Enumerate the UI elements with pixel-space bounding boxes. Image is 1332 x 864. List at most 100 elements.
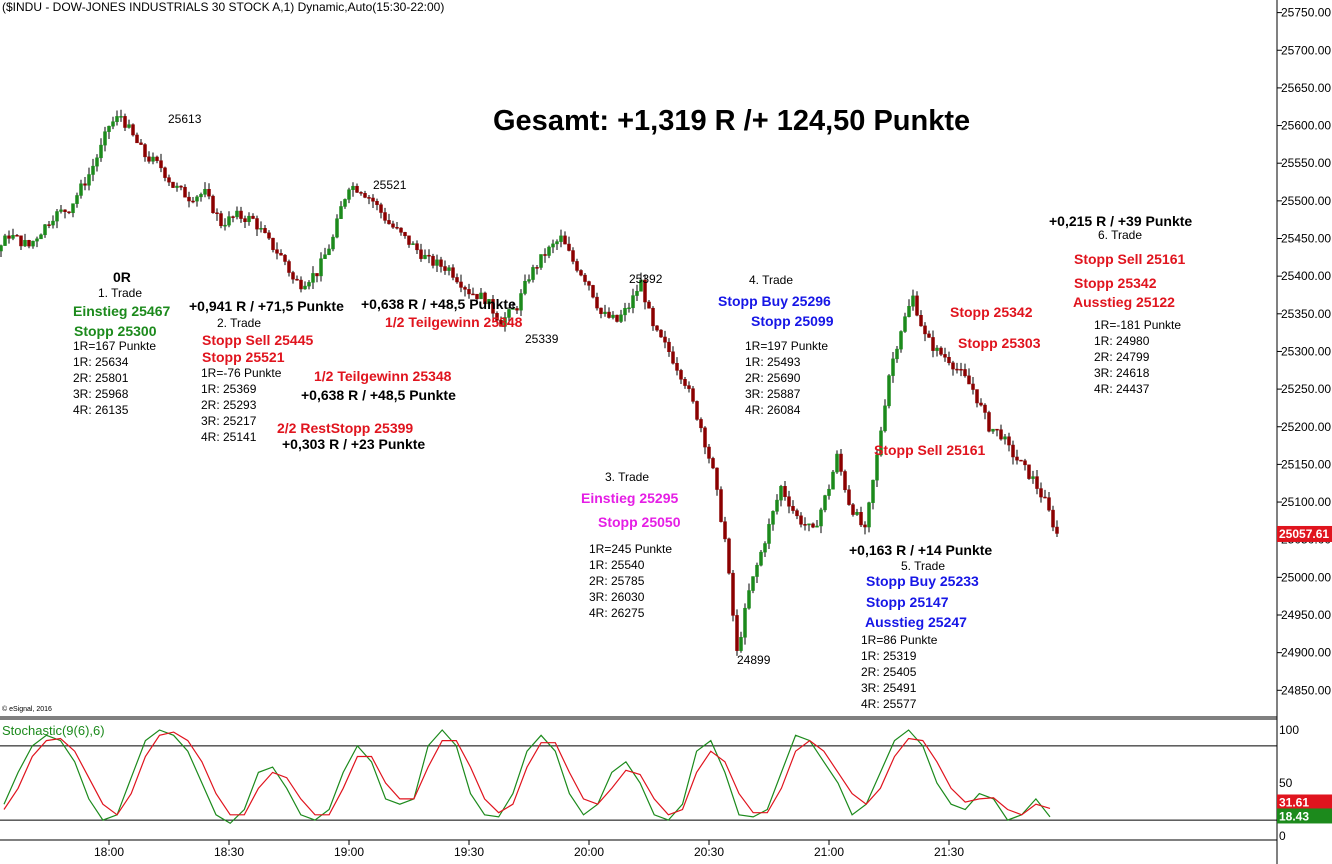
candle-body [263, 228, 267, 234]
candle-body [203, 188, 207, 195]
candle-body [979, 402, 983, 406]
candle-body [275, 249, 279, 254]
candle-body [851, 504, 855, 515]
candle-body [143, 144, 147, 158]
candle-body [511, 308, 515, 310]
candle-body [655, 325, 659, 331]
t5-levels: 1R=86 Punkte 1R: 25319 2R: 25405 3R: 254… [861, 632, 937, 712]
candle-body [387, 220, 391, 225]
candle-body [771, 511, 775, 525]
time-tick-label: 20:30 [694, 845, 724, 859]
candle-body [967, 375, 971, 385]
candle-body [207, 188, 211, 197]
candle-body [883, 405, 887, 432]
candle-body [559, 235, 563, 242]
time-tick-label: 21:30 [934, 845, 964, 859]
candle-body [95, 157, 99, 167]
candle-body [795, 510, 799, 517]
candle-body [211, 195, 215, 213]
candle-body [239, 210, 243, 219]
t2-stopp-sell: Stopp Sell 25445 [202, 332, 314, 348]
candle-body [0, 245, 3, 252]
price-tick-label: 25550.00 [1281, 156, 1331, 170]
price-tick-label: 25250.00 [1281, 382, 1331, 396]
candle-body [815, 525, 819, 528]
candle-body [959, 369, 963, 371]
candle-body [531, 267, 535, 280]
t6-stopp-sell: Stopp Sell 25161 [1074, 251, 1186, 267]
candle-body [1035, 476, 1039, 489]
candle-body [87, 174, 91, 186]
candle-body [1031, 476, 1035, 479]
candle-body [139, 142, 143, 145]
t2-rest-result: +0,303 R / +23 Punkte [282, 436, 426, 452]
time-tick-label: 21:00 [814, 845, 844, 859]
t2-teil1-result: +0,638 R / +48,5 Punkte [361, 296, 516, 312]
candle-body [843, 471, 847, 491]
candle-body [83, 183, 87, 186]
t2-level-0: 1R=-76 Punkte [201, 366, 282, 380]
t5-ausstieg: Ausstieg 25247 [865, 614, 967, 630]
candle-body [135, 134, 139, 144]
candle-body [747, 590, 751, 609]
candle-body [1023, 460, 1027, 466]
candle-body [651, 307, 655, 327]
candle-body [975, 389, 979, 404]
candle-body [19, 235, 23, 247]
t5-title: 5. Trade [901, 559, 946, 573]
swing-label-25392: 25392 [629, 272, 663, 286]
candle-body [775, 499, 779, 512]
candle-body [383, 212, 387, 221]
candle-body [939, 347, 943, 355]
candle-body [839, 453, 843, 472]
t1-result: +0,941 R / +71,5 Punkte [189, 298, 344, 314]
swing-label-24899: 24899 [737, 653, 771, 667]
candle-body [303, 285, 307, 290]
t4-level-1: 1R: 25493 [745, 355, 801, 369]
candle-body [195, 196, 199, 202]
time-tick-label: 20:00 [574, 845, 604, 859]
candles-group [0, 109, 1059, 656]
candle-body [243, 218, 247, 223]
candle-body [251, 215, 255, 219]
t2-level-2: 2R: 25293 [201, 398, 257, 412]
candle-body [543, 254, 547, 256]
candle-body [219, 213, 223, 227]
candle-body [343, 199, 347, 207]
candle-body [415, 243, 419, 251]
candle-body [79, 183, 83, 196]
t4-level-0: 1R=197 Punkte [745, 339, 829, 353]
candle-body [59, 209, 63, 212]
candle-body [359, 192, 363, 194]
candle-body [867, 502, 871, 528]
candle-body [295, 278, 299, 281]
candle-body [715, 467, 719, 490]
candle-body [443, 266, 447, 271]
candle-body [495, 313, 499, 321]
price-tick-label: 24900.00 [1281, 646, 1331, 660]
candle-body [519, 293, 523, 311]
candle-body [859, 512, 863, 526]
candle-body [699, 419, 703, 429]
copyright: © eSignal, 2016 [2, 706, 52, 713]
candle-body [419, 249, 423, 259]
candle-body [183, 186, 187, 198]
candle-body [287, 261, 291, 273]
candle-body [431, 255, 435, 266]
candle-body [1003, 436, 1007, 440]
candle-body [691, 388, 695, 402]
t2-level-1: 1R: 25369 [201, 382, 257, 396]
price-tick-label: 25300.00 [1281, 344, 1331, 358]
candle-body [755, 564, 759, 577]
candle-body [427, 254, 431, 257]
candle-body [675, 362, 679, 371]
chart-title: ($INDU - DOW-JONES INDUSTRIALS 30 STOCK … [2, 0, 445, 14]
candle-body [391, 223, 395, 228]
stochastic-group [3, 729, 1051, 825]
candle-body [895, 348, 899, 360]
candle-body [983, 404, 987, 413]
stoch-last-label: 31.61 [1279, 795, 1309, 809]
price-tick-label: 25100.00 [1281, 495, 1331, 509]
candle-body [503, 317, 507, 327]
candle-body [703, 427, 707, 448]
